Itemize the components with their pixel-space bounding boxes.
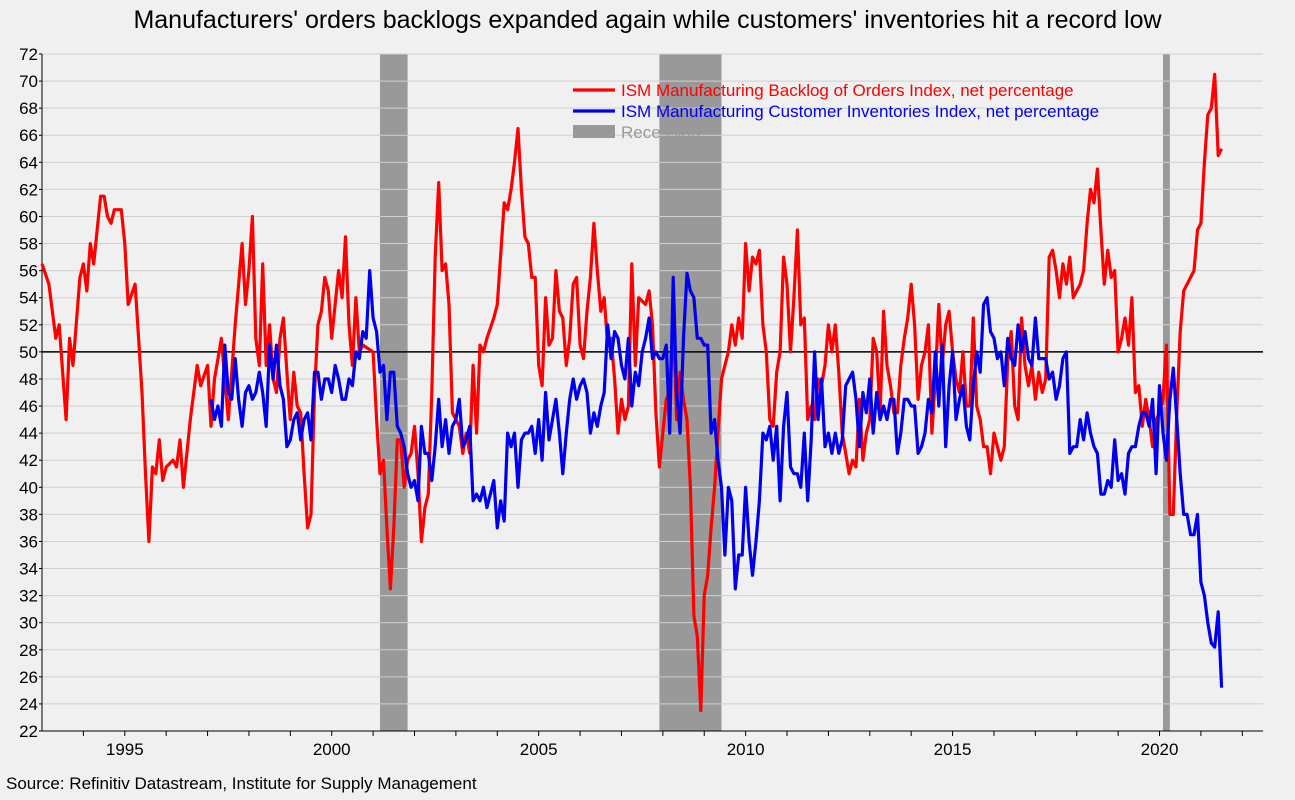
y-tick-label: 22	[19, 722, 38, 741]
y-tick-label: 58	[19, 235, 38, 254]
y-tick-label: 42	[19, 451, 38, 470]
y-tick-label: 66	[19, 126, 38, 145]
y-tick-label: 62	[19, 180, 38, 199]
legend: ISM Manufacturing Backlog of Orders Inde…	[573, 81, 1099, 142]
y-tick-label: 72	[19, 45, 38, 64]
y-tick-label: 56	[19, 262, 38, 281]
axes: 22 24 26 28 30 32 34 36 38 40 42 44 46 48 50 52 54 56 58 60…	[19, 45, 1263, 759]
y-tick-label: 28	[19, 641, 38, 660]
y-tick-label: 26	[19, 668, 38, 687]
y-tick-label: 60	[19, 207, 38, 226]
y-tick-label: 64	[19, 153, 38, 172]
y-tick-label: 32	[19, 587, 38, 606]
series-lines	[40, 72, 1224, 713]
y-tick-label: 36	[19, 532, 38, 551]
y-tick-label: 52	[19, 316, 38, 335]
x-tick-label: 2010	[727, 740, 765, 759]
gridlines	[42, 53, 1263, 732]
legend-swatch-recession	[573, 125, 615, 138]
y-tick-label: 46	[19, 397, 38, 416]
x-tick-label: 2005	[520, 740, 558, 759]
x-tick-label: 1995	[106, 740, 144, 759]
y-tick-label: 38	[19, 505, 38, 524]
y-tick-label: 34	[19, 560, 38, 579]
x-tick-label: 2015	[934, 740, 972, 759]
legend-label-backlog: ISM Manufacturing Backlog of Orders Inde…	[621, 81, 1074, 100]
y-tick-label: 50	[19, 343, 38, 362]
y-tick-label: 48	[19, 370, 38, 389]
y-tick-label: 44	[19, 424, 38, 443]
legend-label-recession: Recession	[621, 123, 700, 142]
legend-label-inventories: ISM Manufacturing Customer Inventories I…	[621, 102, 1099, 121]
y-tick-label: 54	[19, 289, 38, 308]
y-tick-label: 68	[19, 99, 38, 118]
inventories-series-line	[209, 269, 1224, 688]
y-tick-label: 40	[19, 478, 38, 497]
x-tick-label: 2000	[313, 740, 351, 759]
y-tick-label: 70	[19, 72, 38, 91]
x-tick-label: 2020	[1141, 740, 1179, 759]
source-note: Source: Refinitiv Datastream, Institute …	[6, 774, 477, 793]
chart-title: Manufacturers' orders backlogs expanded …	[133, 6, 1162, 34]
y-tick-label: 24	[19, 695, 38, 714]
y-tick-label: 30	[19, 614, 38, 633]
